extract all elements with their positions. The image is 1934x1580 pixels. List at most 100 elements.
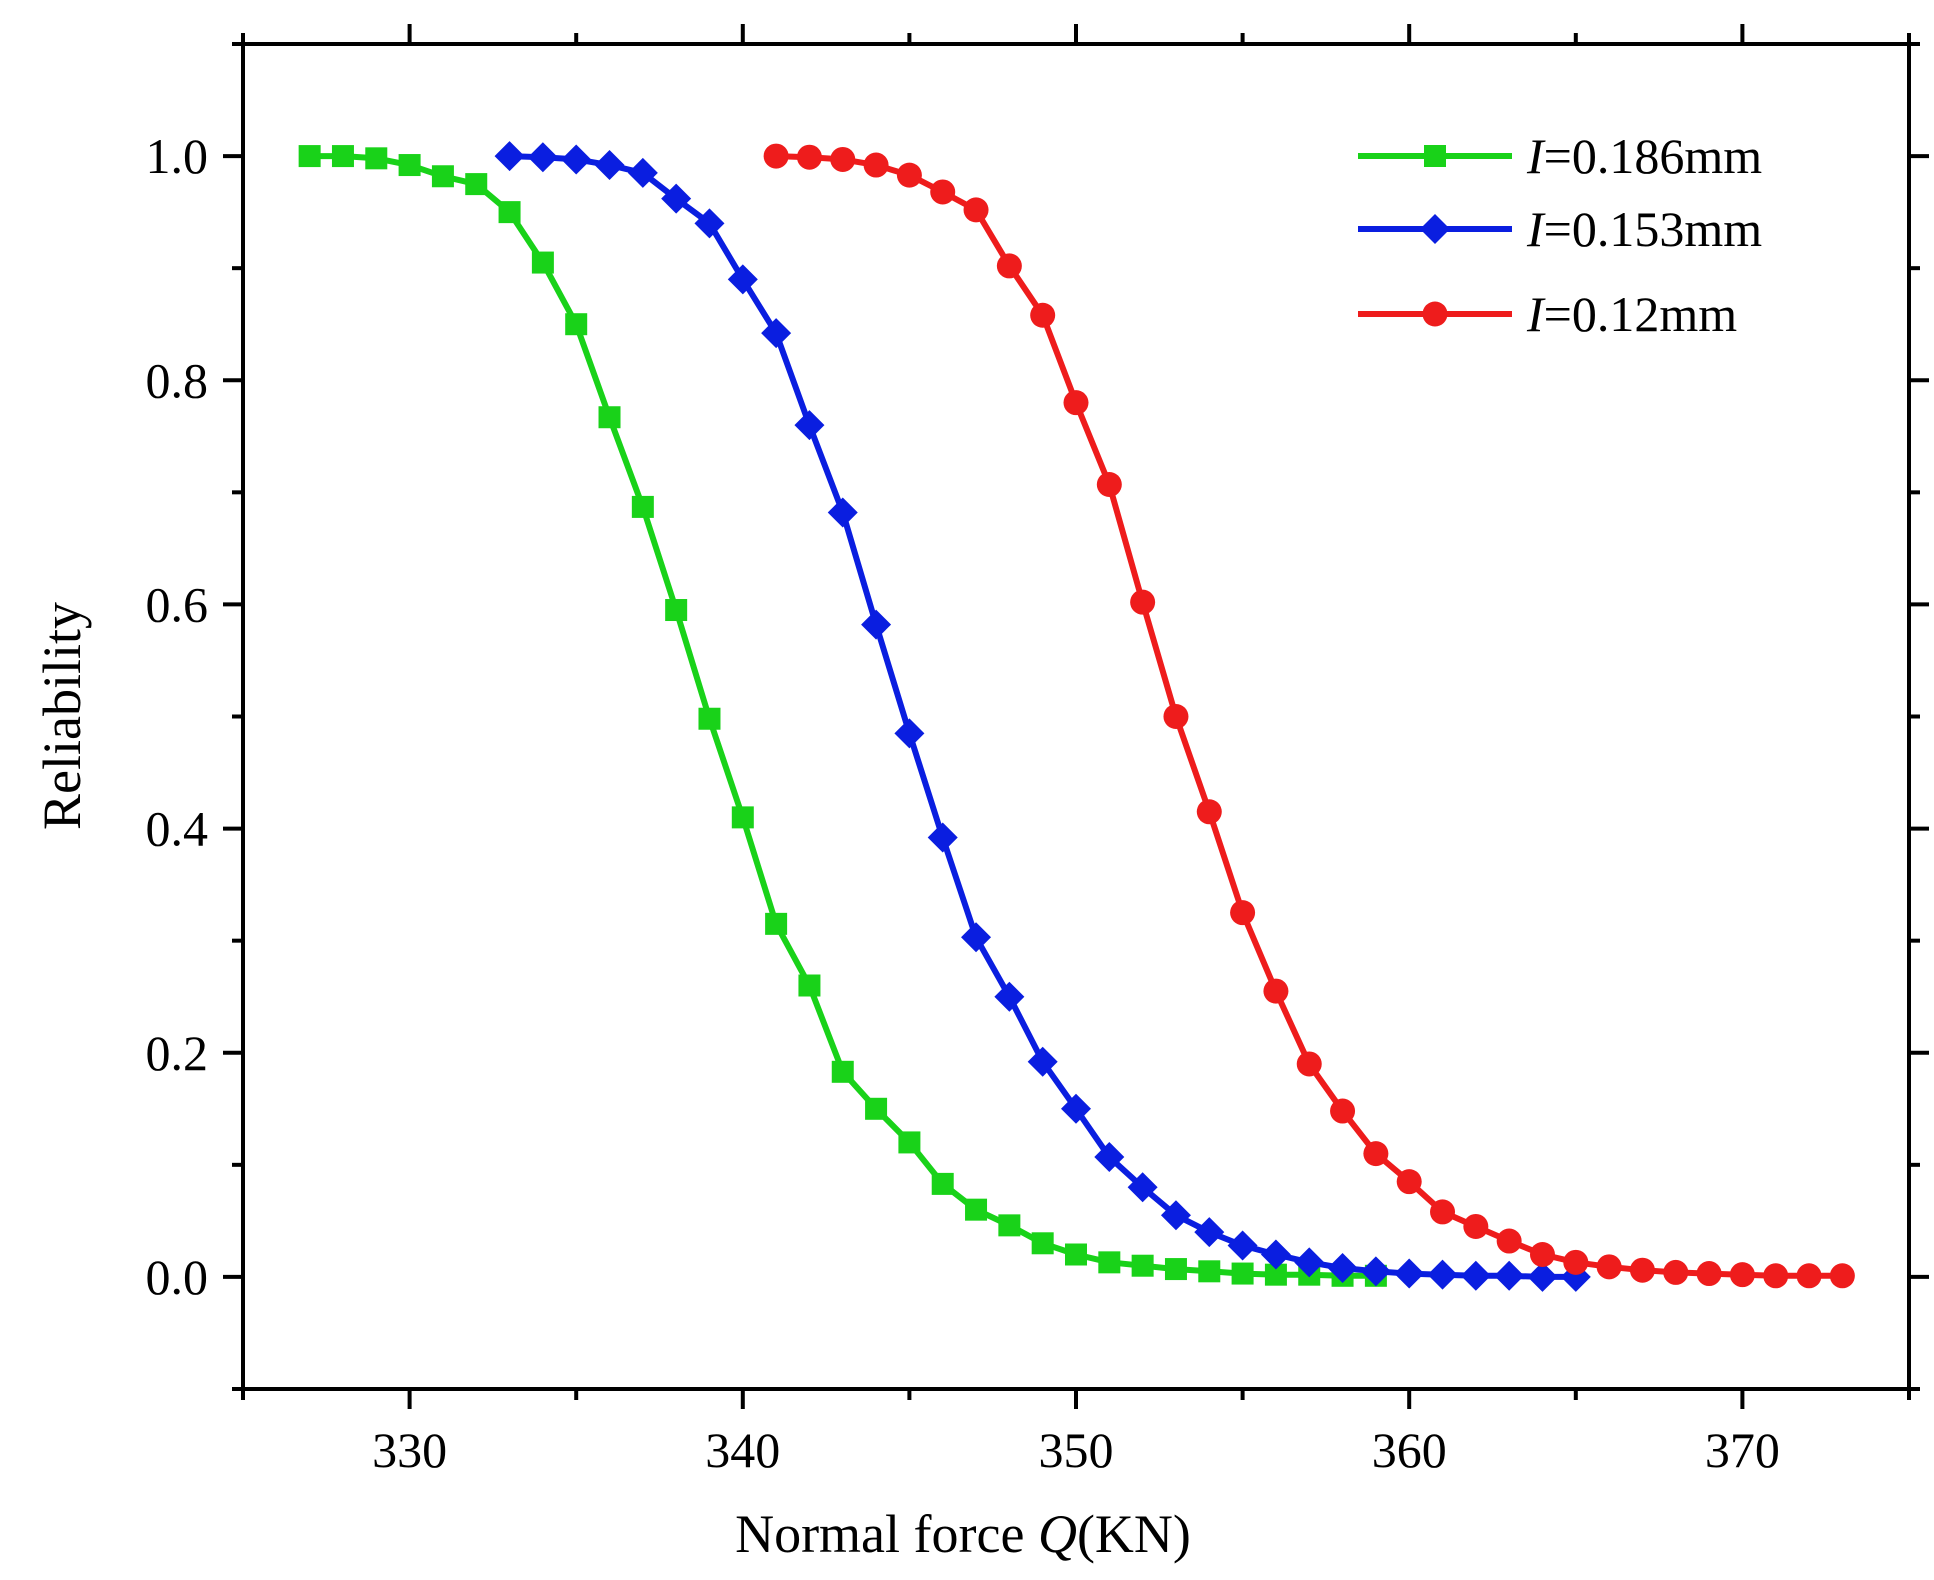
data-point <box>365 147 388 170</box>
data-point <box>1327 1252 1358 1283</box>
data-point <box>498 201 521 224</box>
data-point <box>1763 1263 1789 1289</box>
data-point <box>1030 302 1056 328</box>
data-point <box>994 981 1025 1012</box>
data-point <box>631 495 654 518</box>
data-point <box>1194 1217 1225 1248</box>
legend-item: I=0.186mm <box>1358 128 1762 184</box>
x-axis-title-variable: Q <box>1038 1504 1077 1564</box>
data-point <box>694 208 725 239</box>
data-point <box>1596 1254 1622 1280</box>
data-point <box>827 497 858 528</box>
x-axis-title-prefix: Normal force <box>735 1504 1038 1564</box>
data-point <box>1198 1260 1221 1283</box>
data-point <box>527 142 558 173</box>
x-tick-label: 370 <box>1705 1422 1780 1478</box>
legend-label: I=0.186mm <box>1526 128 1762 184</box>
data-point <box>1527 1261 1558 1292</box>
legend-label-value: =0.153mm <box>1544 201 1763 257</box>
data-point <box>298 145 321 168</box>
data-point <box>1294 1247 1325 1278</box>
y-tick-label: 0.0 <box>146 1249 209 1305</box>
y-tick-label: 0.6 <box>146 576 209 632</box>
legend-marker <box>1422 301 1448 327</box>
data-point <box>531 251 554 274</box>
data-point <box>1463 1213 1489 1239</box>
data-point <box>763 143 789 169</box>
data-point <box>1729 1262 1755 1288</box>
data-point <box>930 179 956 205</box>
data-point <box>796 144 822 170</box>
data-point <box>1296 1051 1322 1077</box>
legend-label: I=0.12mm <box>1526 286 1737 342</box>
data-point <box>1196 799 1222 825</box>
data-point <box>1360 1256 1391 1287</box>
data-point <box>765 912 788 935</box>
data-point <box>1430 1199 1456 1225</box>
data-point <box>927 822 958 853</box>
legend-item: I=0.12mm <box>1358 286 1737 342</box>
data-point <box>1496 1228 1522 1254</box>
data-point <box>865 1097 888 1120</box>
data-point <box>1163 704 1189 729</box>
y-axis-title: Reliability <box>32 602 92 830</box>
data-point <box>565 313 588 336</box>
data-point <box>761 318 792 349</box>
plot-frame <box>241 42 1911 1391</box>
data-point <box>731 806 754 829</box>
data-point <box>863 152 889 178</box>
data-point <box>398 154 421 177</box>
data-point <box>598 406 621 429</box>
data-point <box>1094 1141 1125 1172</box>
data-point <box>1696 1261 1722 1287</box>
data-point <box>561 144 592 175</box>
x-axis-title-unit: (KN) <box>1077 1504 1191 1564</box>
data-point <box>996 253 1022 279</box>
data-point <box>494 141 525 172</box>
data-point <box>1031 1232 1054 1255</box>
data-point <box>1796 1263 1822 1289</box>
x-axis-title: Normal force Q(KN) <box>735 1504 1191 1564</box>
data-point <box>798 974 821 997</box>
data-point <box>1396 1169 1422 1195</box>
y-tick-label: 1.0 <box>146 128 209 184</box>
data-point <box>1131 1254 1154 1277</box>
data-point <box>1529 1242 1555 1267</box>
series-line <box>306 153 1379 1279</box>
series-2 <box>763 143 1855 1289</box>
tick-labels: 330 340 350 360 370 0.0 0.2 0.4 0.6 0.8 1.0 <box>146 128 1780 1478</box>
x-tick-label: 340 <box>705 1422 780 1478</box>
y-tick-label: 0.4 <box>146 801 209 857</box>
data-point <box>1063 390 1089 416</box>
data-point <box>465 173 488 196</box>
data-point <box>698 707 721 730</box>
data-point <box>894 718 925 749</box>
legend-label-variable: I <box>1526 128 1546 184</box>
data-point <box>961 922 992 953</box>
data-point <box>1260 1239 1291 1270</box>
data-point <box>965 1198 988 1221</box>
data-point <box>898 1131 921 1154</box>
series-0 <box>298 145 1387 1287</box>
legend-marker <box>1424 145 1446 167</box>
data-point <box>831 1060 854 1083</box>
data-point <box>331 145 354 168</box>
data-point <box>1160 1200 1191 1231</box>
data-point <box>594 150 625 181</box>
data-point <box>665 599 688 622</box>
data-point <box>998 1214 1021 1237</box>
legend-item: I=0.153mm <box>1358 201 1762 257</box>
data-point <box>1263 978 1289 1004</box>
data-point <box>1264 1263 1287 1286</box>
data-point <box>1130 589 1156 615</box>
data-point <box>794 410 825 441</box>
data-point <box>1829 1263 1855 1289</box>
legend-label-variable: I <box>1526 201 1546 257</box>
data-point <box>1096 471 1122 497</box>
data-point <box>896 162 922 188</box>
data-point <box>830 146 856 172</box>
series-layer <box>298 141 1855 1292</box>
data-point <box>1065 1243 1087 1266</box>
data-point <box>1227 1230 1258 1261</box>
